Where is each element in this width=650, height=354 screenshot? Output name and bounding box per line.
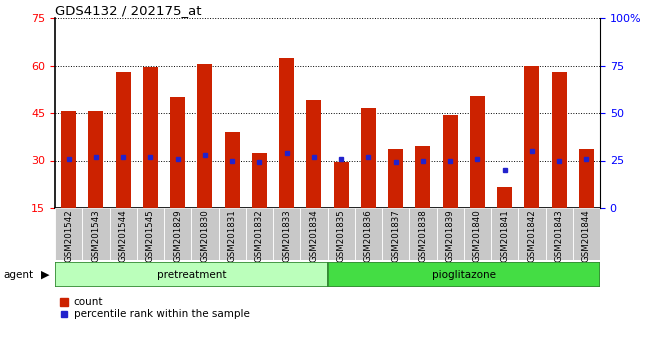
Text: GDS4132 / 202175_at: GDS4132 / 202175_at	[55, 4, 201, 17]
Bar	[279, 58, 294, 208]
Bar	[143, 67, 158, 208]
Bar	[246, 208, 273, 260]
Bar	[191, 208, 218, 260]
Bar	[497, 187, 512, 208]
Bar	[83, 208, 109, 260]
Bar	[218, 208, 246, 260]
Bar	[518, 208, 545, 260]
Bar	[328, 208, 355, 260]
Bar	[300, 208, 328, 260]
Text: GSM201835: GSM201835	[337, 210, 346, 262]
Bar	[88, 112, 103, 208]
Bar	[491, 208, 518, 260]
Text: GSM201833: GSM201833	[282, 210, 291, 262]
Bar	[382, 208, 410, 260]
Bar	[225, 132, 240, 208]
Text: GSM201832: GSM201832	[255, 210, 264, 262]
Text: GSM201543: GSM201543	[92, 210, 100, 262]
Bar	[463, 208, 491, 260]
Text: GSM201837: GSM201837	[391, 210, 400, 262]
Text: GSM201843: GSM201843	[554, 210, 564, 262]
Bar	[116, 72, 131, 208]
Bar	[252, 153, 267, 208]
Bar	[198, 64, 213, 208]
Bar	[170, 97, 185, 208]
Text: GSM201542: GSM201542	[64, 210, 73, 262]
Bar	[306, 100, 321, 208]
Text: pretreatment: pretreatment	[157, 269, 226, 280]
Text: GSM201836: GSM201836	[364, 210, 373, 262]
Text: GSM201840: GSM201840	[473, 210, 482, 262]
Text: GSM201830: GSM201830	[200, 210, 209, 262]
Text: agent: agent	[3, 269, 33, 280]
Bar	[136, 208, 164, 260]
Bar	[109, 208, 136, 260]
Text: GSM201544: GSM201544	[118, 210, 127, 262]
Bar	[61, 112, 76, 208]
Text: GSM201841: GSM201841	[500, 210, 509, 262]
Text: GSM201842: GSM201842	[527, 210, 536, 262]
Legend: count, percentile rank within the sample: count, percentile rank within the sample	[60, 297, 250, 319]
Bar	[55, 262, 328, 287]
Bar	[437, 208, 463, 260]
Bar	[328, 262, 600, 287]
Text: GSM201844: GSM201844	[582, 210, 591, 262]
Bar	[579, 149, 594, 208]
Text: GSM201829: GSM201829	[173, 210, 182, 262]
Text: GSM201545: GSM201545	[146, 210, 155, 262]
Bar	[273, 208, 300, 260]
Bar	[388, 149, 403, 208]
Text: GSM201839: GSM201839	[446, 210, 454, 262]
Bar	[552, 72, 567, 208]
Bar	[545, 208, 573, 260]
Bar	[443, 115, 458, 208]
Bar	[355, 208, 382, 260]
Bar	[333, 162, 348, 208]
Bar	[470, 96, 485, 208]
Bar	[415, 146, 430, 208]
Text: ▶: ▶	[42, 269, 50, 280]
Bar	[164, 208, 191, 260]
Bar	[573, 208, 600, 260]
Text: pioglitazone: pioglitazone	[432, 269, 496, 280]
Bar	[410, 208, 437, 260]
Text: GSM201838: GSM201838	[419, 210, 428, 262]
Bar	[361, 108, 376, 208]
Text: GSM201831: GSM201831	[227, 210, 237, 262]
Text: GSM201834: GSM201834	[309, 210, 318, 262]
Bar	[525, 65, 540, 208]
Bar	[55, 208, 83, 260]
